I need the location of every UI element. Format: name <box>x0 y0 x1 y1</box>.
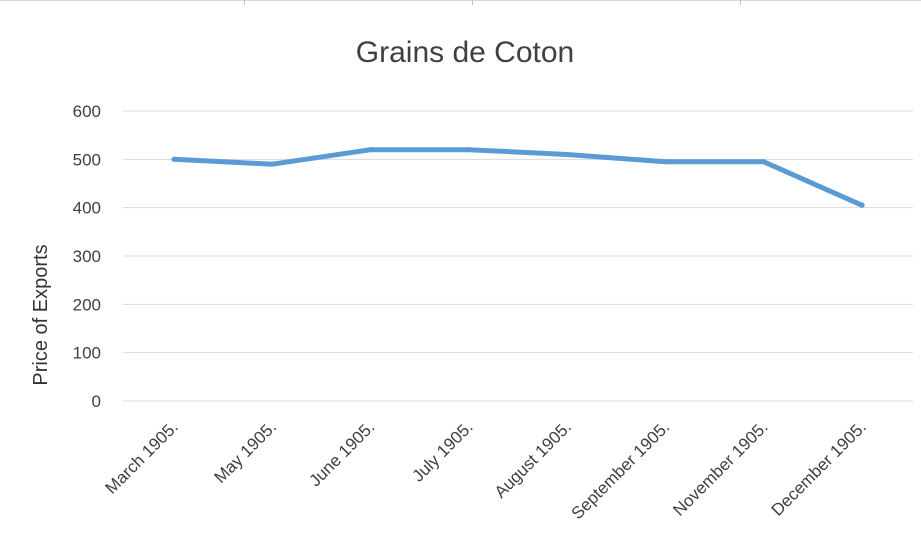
x-tick-label: March 1905. <box>102 417 182 497</box>
y-tick-labels: 0 100 200 300 400 500 600 <box>73 102 101 411</box>
x-tick-label: May 1905. <box>211 417 281 487</box>
top-border-tick <box>244 0 245 5</box>
chart-title: Grains de Coton <box>356 36 574 69</box>
y-tick-label: 500 <box>73 150 101 169</box>
data-point <box>171 156 177 162</box>
series-layer <box>171 147 865 208</box>
top-border <box>0 0 921 1</box>
x-tick-label: June 1905. <box>305 417 378 490</box>
y-tick-label: 400 <box>73 199 101 218</box>
top-border-tick <box>740 0 741 5</box>
data-point <box>564 152 570 157</box>
data-point <box>368 147 374 153</box>
top-border-tick <box>472 0 473 5</box>
x-tick-label: August 1905. <box>491 417 575 501</box>
data-point <box>269 161 275 167</box>
y-tick-label: 0 <box>92 392 101 411</box>
x-tick-label: December 1905. <box>768 417 870 519</box>
data-point <box>466 147 472 153</box>
x-tick-label: September 1905. <box>568 417 674 523</box>
x-tick-label: November 1905. <box>669 417 771 519</box>
data-point <box>761 159 767 165</box>
y-axis-label: Price of Exports <box>30 244 52 385</box>
y-tick-label: 600 <box>73 102 101 121</box>
data-point <box>663 159 668 165</box>
gridlines <box>123 110 913 402</box>
x-tick-label: July 1905. <box>408 417 476 485</box>
y-tick-label: 200 <box>73 295 101 314</box>
x-tick-labels: March 1905. May 1905. June 1905. July 1905.… <box>102 417 870 523</box>
y-tick-label: 300 <box>73 247 101 266</box>
series-line <box>171 147 865 208</box>
data-point <box>859 202 865 208</box>
y-tick-label: 100 <box>73 344 101 363</box>
